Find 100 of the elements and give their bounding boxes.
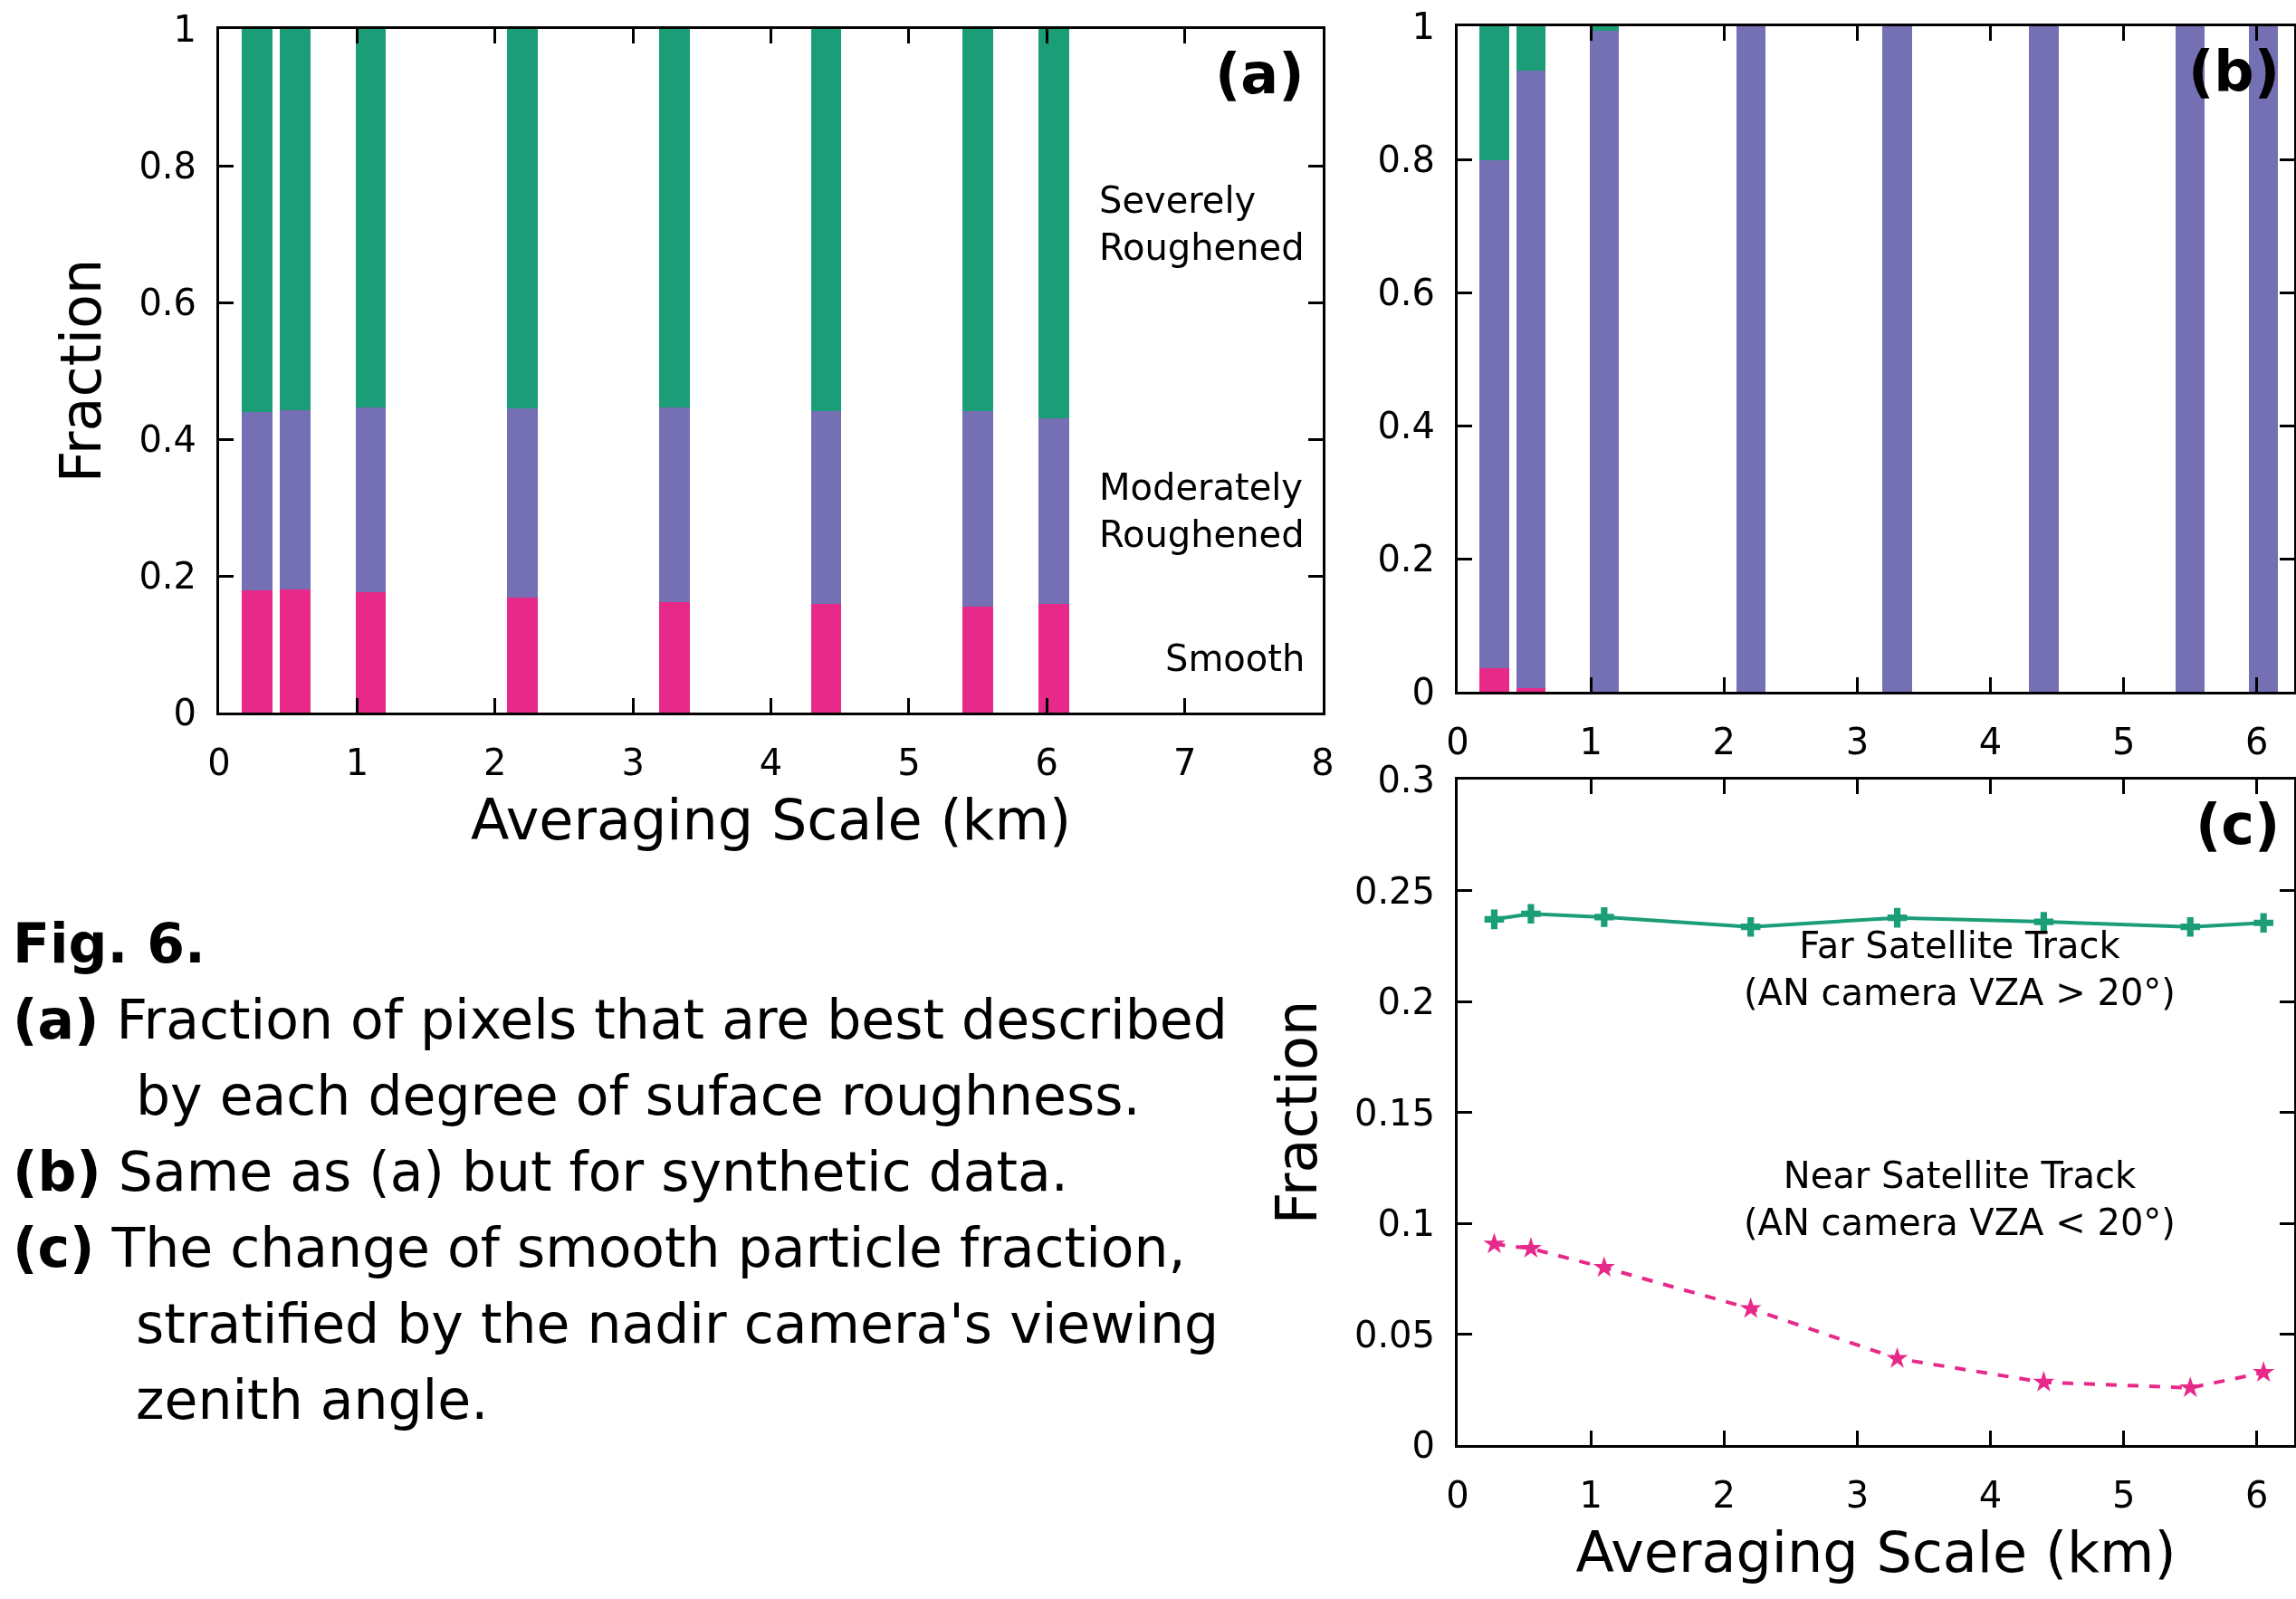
y-tick-label: 0.8 xyxy=(1377,139,1435,180)
bar xyxy=(280,589,311,713)
chart-title: (a) xyxy=(1215,41,1305,107)
y-tick-label: 0 xyxy=(173,692,196,733)
point xyxy=(2253,913,2273,934)
bar xyxy=(1516,26,1546,72)
bar xyxy=(1516,687,1546,692)
bar xyxy=(1038,417,1069,604)
bar xyxy=(962,411,993,607)
y-tick-label: 1 xyxy=(173,8,196,50)
point xyxy=(1739,1297,1762,1318)
bar xyxy=(962,606,993,713)
series-label: Near Satellite Track (AN camera VZA < 20°) xyxy=(1744,1154,2176,1243)
point xyxy=(1886,1346,1909,1368)
bar xyxy=(242,411,273,590)
x-axis-title: Averaging Scale (km) xyxy=(1575,1518,2176,1585)
text: Smooth xyxy=(1165,637,1306,679)
x-tick-label: 1 xyxy=(1579,1474,1602,1516)
bar xyxy=(242,29,273,412)
bar xyxy=(1038,29,1069,418)
bar xyxy=(810,411,842,604)
point xyxy=(2180,916,2201,937)
point xyxy=(1484,909,1505,930)
series-label: Severely Roughened xyxy=(1099,179,1305,268)
bar xyxy=(507,408,538,598)
point xyxy=(1593,1256,1615,1278)
text: (c) The change of smooth particle fraction, stratified by the nadir camera's viewing zenith angle. xyxy=(13,1216,1220,1431)
x-tick-label: 8 xyxy=(1311,742,1335,783)
bar xyxy=(962,29,993,412)
series-label: Far Satellite Track (AN camera VZA > 20°) xyxy=(1744,924,2176,1013)
bar xyxy=(355,29,387,407)
point xyxy=(2033,912,2054,932)
text: (b) Same as (a) but for synthetic data. xyxy=(13,1140,1068,1203)
point xyxy=(1740,916,1761,937)
y-tick-label: 0.25 xyxy=(1354,869,1435,912)
x-tick-label: 3 xyxy=(1845,1474,1870,1516)
x-tick-label: 0 xyxy=(1446,721,1469,762)
bar xyxy=(810,603,842,713)
x-tick-label: 3 xyxy=(1845,721,1870,762)
point xyxy=(2033,1371,2055,1392)
y-axis-title: Fraction xyxy=(1263,1000,1330,1225)
y-tick-label: 0.4 xyxy=(139,418,196,460)
bar xyxy=(355,407,387,593)
bar xyxy=(280,29,311,410)
y-tick-label: 0.15 xyxy=(1354,1091,1435,1134)
point xyxy=(1887,907,1908,928)
x-axis-title: Averaging Scale (km) xyxy=(470,786,1072,853)
x-tick-label: 4 xyxy=(759,742,783,783)
bar xyxy=(659,407,690,602)
bar xyxy=(2029,26,2059,692)
bar xyxy=(1736,26,1765,692)
x-tick-label: 4 xyxy=(1978,1474,2003,1516)
y-tick-label: 0.6 xyxy=(139,282,196,323)
bar xyxy=(242,589,273,713)
bar xyxy=(280,409,311,590)
bar xyxy=(1589,31,1620,692)
y-axis-title: Fraction xyxy=(48,258,115,484)
y-tick-label: 0.2 xyxy=(1377,981,1435,1022)
point xyxy=(1519,1237,1542,1259)
x-tick-label: 5 xyxy=(2111,721,2136,762)
bar xyxy=(507,29,538,409)
point xyxy=(1521,904,1541,924)
y-tick-label: 0.6 xyxy=(1377,272,1435,313)
series-label: Moderately Roughened xyxy=(1099,466,1305,555)
text: (a) Fraction of pixels that are best described by each degree of suface roughness. xyxy=(13,988,1228,1127)
x-tick-label: 6 xyxy=(2245,721,2269,762)
bar xyxy=(1038,603,1069,713)
point xyxy=(2253,1361,2275,1383)
y-tick-label: 0.2 xyxy=(1377,538,1435,579)
x-tick-label: 2 xyxy=(483,742,507,783)
y-tick-label: 0.1 xyxy=(1377,1202,1435,1244)
x-tick-label: 2 xyxy=(1712,1474,1736,1516)
caption: Fig. 6. xyxy=(13,912,206,975)
x-tick-label: 1 xyxy=(345,742,369,783)
x-tick-label: 2 xyxy=(1712,721,1736,762)
x-tick-label: 0 xyxy=(207,742,231,783)
bar xyxy=(1479,668,1509,692)
x-tick-label: 4 xyxy=(1978,721,2003,762)
bar xyxy=(1882,26,1912,692)
bar xyxy=(355,592,387,713)
bar xyxy=(1516,71,1546,688)
bar xyxy=(659,601,690,713)
y-tick-label: 0 xyxy=(1411,671,1435,713)
y-tick-label: 0 xyxy=(1411,1424,1435,1466)
bar xyxy=(1479,159,1509,669)
x-tick-label: 6 xyxy=(2245,1474,2269,1516)
x-tick-label: 3 xyxy=(621,742,645,783)
x-tick-label: 6 xyxy=(1035,742,1058,783)
y-tick-label: 0.2 xyxy=(139,555,196,597)
bar xyxy=(507,598,538,713)
y-tick-label: 0.3 xyxy=(1377,759,1435,800)
chart-title: (c) xyxy=(2196,791,2281,857)
point xyxy=(1483,1232,1506,1254)
y-tick-label: 0.8 xyxy=(139,145,196,187)
x-tick-label: 0 xyxy=(1446,1474,1469,1516)
bar xyxy=(1479,26,1509,160)
y-tick-label: 0.4 xyxy=(1377,405,1435,446)
point xyxy=(1594,907,1614,927)
x-tick-label: 7 xyxy=(1172,742,1197,783)
y-tick-label: 1 xyxy=(1411,5,1435,47)
